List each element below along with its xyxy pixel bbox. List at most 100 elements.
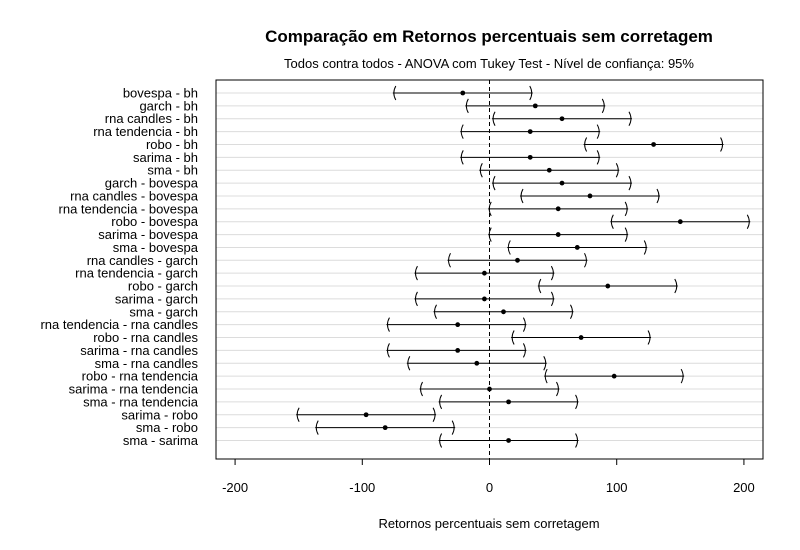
interval-upper-bracket (643, 240, 647, 255)
estimate-point (555, 206, 561, 212)
comparison-label: robo - rna candles (93, 330, 198, 345)
x-tick-label: -200 (222, 480, 248, 495)
estimate-point (455, 348, 461, 353)
estimate-point (677, 219, 683, 225)
interval-lower-bracket (386, 343, 390, 358)
comparison-label: rna candles - bovespa (70, 188, 199, 203)
interval-lower-bracket (386, 317, 390, 332)
interval-upper-bracket (720, 137, 724, 152)
estimate-point (559, 116, 565, 122)
interval-lower-bracket (393, 85, 397, 101)
interval-upper-bracket (522, 343, 526, 358)
interval-marks (296, 80, 751, 459)
interval-upper-bracket (432, 407, 436, 422)
comparison-label: rna tendencia - rna candles (40, 317, 198, 332)
estimate-point (506, 438, 511, 443)
comparison-label: robo - rna tendencia (82, 369, 199, 384)
interval-upper-bracket (680, 368, 684, 384)
chart-title: Comparação em Retornos percentuais sem c… (265, 27, 713, 46)
comparison-label: robo - bovespa (111, 214, 198, 229)
estimate-point (605, 283, 611, 289)
interval-lower-bracket (315, 420, 319, 435)
interval-upper-bracket (601, 98, 605, 114)
interval-upper-bracket (556, 381, 559, 397)
estimate-point (574, 245, 580, 250)
interval-upper-bracket (746, 214, 750, 229)
interval-upper-bracket (624, 201, 628, 217)
estimate-point (651, 142, 656, 147)
estimate-point (527, 154, 533, 160)
interval-upper-bracket (522, 317, 526, 332)
comparison-label: garch - bh (139, 98, 198, 113)
comparison-label: sarima - rna candles (80, 343, 198, 358)
interval-lower-bracket (414, 265, 418, 281)
estimate-point (363, 412, 369, 418)
estimate-point (460, 90, 466, 96)
estimate-point (527, 129, 533, 135)
interval-lower-bracket (420, 381, 423, 397)
estimate-point (382, 425, 388, 431)
interval-lower-bracket (492, 175, 496, 191)
comparison-label: rna tendencia - garch (75, 266, 198, 281)
interval-upper-bracket (647, 330, 651, 345)
interval-lower-bracket (544, 368, 548, 384)
interval-lower-bracket (538, 278, 542, 294)
estimate-point (482, 296, 487, 302)
estimate-point (532, 103, 538, 109)
interval-upper-bracket (674, 278, 678, 294)
interval-upper-bracket (624, 227, 628, 242)
estimate-point (515, 257, 520, 263)
x-tick-label: 200 (733, 480, 755, 495)
comparison-label: sarima - rna tendencia (69, 382, 199, 397)
interval-upper-bracket (628, 111, 632, 126)
comparison-label: sma - bh (147, 163, 198, 178)
estimate-point (546, 167, 552, 173)
interval-lower-bracket (407, 356, 411, 371)
estimate-point (611, 373, 617, 379)
interval-lower-bracket (414, 291, 418, 307)
estimate-point (474, 360, 480, 366)
interval-upper-bracket (550, 265, 554, 281)
comparison-label: sarima - garch (115, 291, 198, 306)
comparison-label: robo - bh (146, 137, 198, 152)
interval-lower-bracket (465, 98, 469, 114)
comparison-label: sma - bovespa (113, 240, 199, 255)
x-axis: -200 -100 0 100 200 (222, 459, 755, 495)
estimate-point (455, 322, 461, 328)
x-tick-label: 0 (486, 480, 493, 495)
comparison-label: sarima - robo (121, 407, 198, 422)
comparison-label: bovespa - bh (123, 86, 198, 101)
x-tick-label: 100 (606, 480, 628, 495)
x-axis-label: Retornos percentuais sem corretagem (378, 516, 599, 531)
interval-upper-bracket (596, 124, 600, 139)
comparison-label: sma - garch (129, 304, 198, 319)
estimate-point (555, 232, 561, 237)
interval-lower-bracket (460, 150, 464, 165)
interval-lower-bracket (511, 330, 515, 345)
interval-upper-bracket (584, 253, 587, 268)
comparison-label: garch - bovespa (105, 176, 199, 191)
interval-upper-bracket (628, 175, 632, 191)
estimate-point (501, 309, 506, 315)
interval-lower-bracket (439, 433, 443, 448)
interval-upper-bracket (575, 433, 579, 448)
interval-lower-bracket (296, 407, 300, 422)
interval-lower-bracket (448, 253, 451, 268)
interval-lower-bracket (492, 111, 496, 126)
comparison-label: sarima - bovespa (98, 227, 198, 242)
interval-upper-bracket (550, 291, 554, 307)
interval-lower-bracket (439, 394, 443, 410)
comparison-label: sma - rna tendencia (83, 394, 199, 409)
interval-lower-bracket (479, 162, 483, 178)
interval-lower-bracket (584, 137, 588, 152)
estimate-point (506, 399, 511, 405)
comparison-label: sma - rna candles (95, 356, 199, 371)
interval-lower-bracket (520, 188, 524, 204)
estimate-point (482, 270, 487, 276)
estimate-point (587, 193, 593, 199)
interval-lower-bracket (460, 124, 464, 139)
x-tick-label: -100 (349, 480, 375, 495)
interval-lower-bracket (610, 214, 614, 229)
